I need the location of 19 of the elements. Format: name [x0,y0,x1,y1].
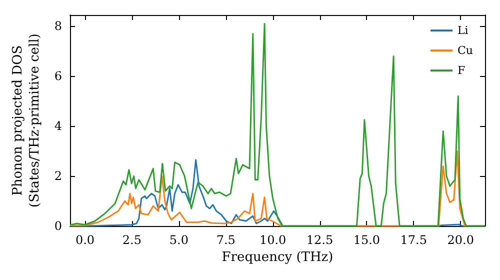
x-tick-label: 0.0 [75,233,95,247]
x-tick-label: 7.5 [216,233,236,247]
y-tick-label: 0 [54,219,62,233]
y-tick-label: 8 [54,19,62,34]
x-tick-label: 17.5 [400,233,427,247]
legend-label: Li [458,24,469,37]
y-axis-title: Phonon projected DOS (States/THz·primitive cell) [10,33,42,208]
x-axis-title: Frequency (THz) [222,250,334,265]
x-tick-label: 2.5 [122,233,142,247]
x-tick-label: 15.0 [353,233,380,247]
y-tick-label: 4 [54,119,62,134]
legend-label: F [458,64,466,77]
y-tick-label: 2 [54,169,62,184]
x-tick-label: 20.0 [447,233,474,247]
x-tick-label: 12.5 [306,233,334,247]
legend-label: Cu [458,44,474,57]
x-tick-label: 10.0 [259,233,286,247]
y-tick-label: 6 [54,69,62,84]
x-tick-label: 5.0 [169,233,188,247]
